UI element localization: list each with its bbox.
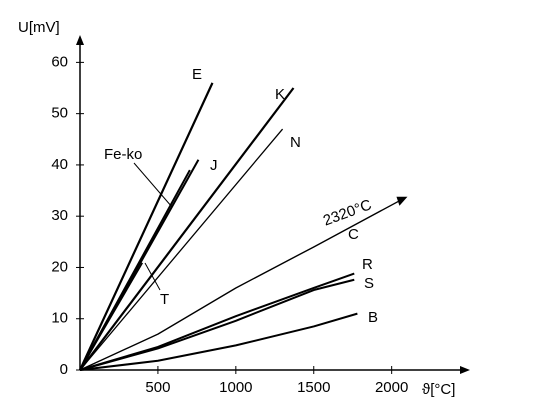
x-axis-label: ϑ[°C] [422, 381, 455, 398]
series-label: S [364, 275, 374, 292]
x-tick-label: 1000 [219, 379, 252, 396]
series-line [79, 169, 191, 371]
series-line [79, 128, 284, 371]
series-line [79, 278, 355, 371]
series-label: T [160, 291, 169, 308]
series-label: Fe-ko [104, 146, 142, 163]
series-label: J [210, 157, 218, 174]
x-tick-label: 500 [145, 379, 170, 396]
y-tick-label: 60 [51, 53, 68, 70]
y-tick-label: 0 [60, 361, 68, 378]
x-axis-arrow [460, 366, 470, 374]
series-label: B [368, 309, 378, 326]
y-axis-arrow [76, 35, 84, 45]
x-tick-label: 2000 [375, 379, 408, 396]
x-tick-label: 1500 [297, 379, 330, 396]
series-line [79, 82, 214, 371]
series-line [79, 200, 400, 371]
y-tick-label: 10 [51, 310, 68, 327]
annotation: 2320°C [321, 196, 374, 229]
series-label: R [362, 256, 373, 273]
y-tick-label: 50 [51, 105, 68, 122]
series-line [79, 87, 295, 371]
series-label: E [192, 66, 202, 83]
series-line [79, 312, 358, 371]
leader-line [133, 162, 173, 208]
series-line [79, 262, 144, 371]
leader-line [144, 262, 161, 291]
y-tick-label: 20 [51, 258, 68, 275]
y-tick-label: 30 [51, 207, 68, 224]
series-label: N [290, 134, 301, 151]
c-arrow [396, 196, 408, 206]
series-label: K [275, 86, 285, 103]
y-axis-label: U[mV] [18, 19, 60, 36]
series-label: C [348, 226, 359, 243]
y-tick-label: 40 [51, 156, 68, 173]
